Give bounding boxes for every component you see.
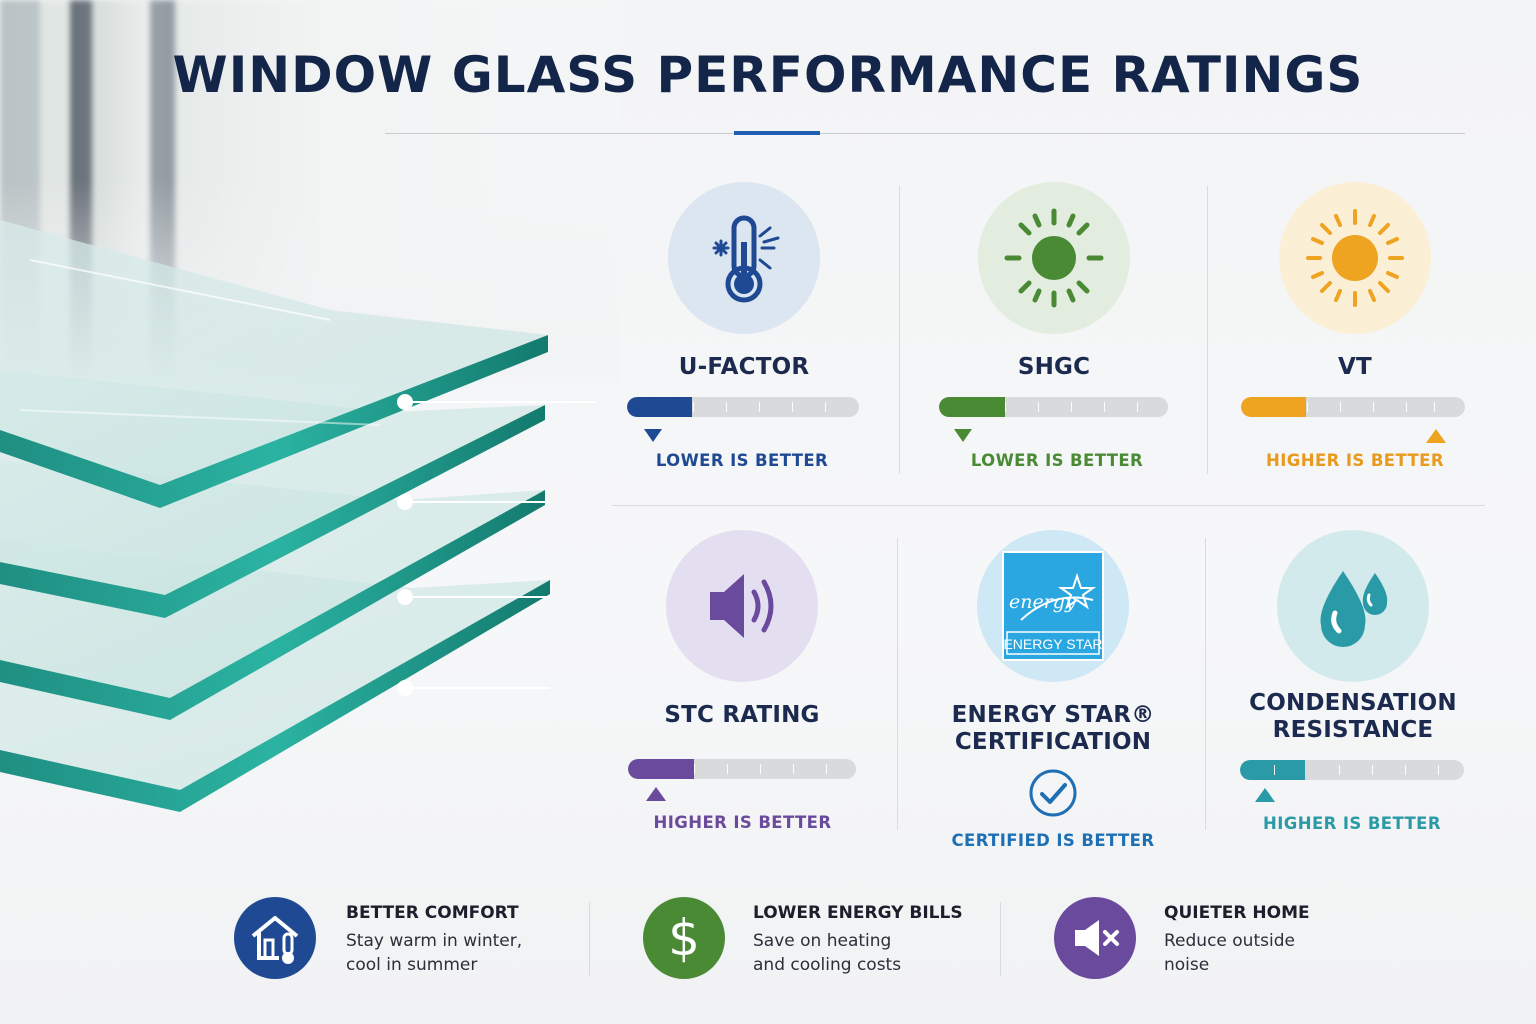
benefit-better-comfort: BETTER COMFORT Stay warm in winter, cool… <box>234 897 536 979</box>
arrow-down-icon <box>954 429 972 442</box>
speaker-icon <box>666 530 818 682</box>
rating-card-shgc: SHGC LOWER IS BETTER <box>904 182 1204 477</box>
benefit-title: BETTER COMFORT <box>346 903 519 923</box>
rating-meter-fill <box>1241 397 1306 417</box>
svg-text:ENERGY STAR: ENERGY STAR <box>1003 636 1102 652</box>
dollar-icon: $ <box>643 897 725 979</box>
rating-meter <box>628 759 856 779</box>
benefit-title: LOWER ENERGY BILLS <box>753 903 963 923</box>
rating-label: CONDENSATION RESISTANCE <box>1203 690 1503 744</box>
arrow-down-icon <box>644 429 662 442</box>
rating-label-line: CONDENSATION <box>1249 690 1457 716</box>
background-photo <box>0 0 620 1024</box>
benefit-description: Save on heating and cooling costs <box>753 931 902 975</box>
rating-card-stc: STC RATING HIGHER IS BETTER <box>592 530 892 839</box>
sun-icon <box>978 182 1130 334</box>
rating-card-condensation: CONDENSATION RESISTANCE HIGHER IS BETTER <box>1203 530 1503 840</box>
glass-panes-illustration <box>0 220 595 812</box>
grid-divider <box>899 186 900 474</box>
grid-divider <box>612 505 1485 506</box>
house-thermometer-icon <box>234 897 316 979</box>
thermometer-icon <box>668 182 820 334</box>
rating-hint: CERTIFIED IS BETTER <box>951 831 1155 850</box>
mute-speaker-icon <box>1054 897 1136 979</box>
benefit-description: Stay warm in winter, cool in summer <box>346 931 523 975</box>
rating-meter-fill <box>939 397 1006 417</box>
rating-meter-fill <box>627 397 692 417</box>
benefit-lower-energy-bills: $ LOWER ENERGY BILLS Save on heating and… <box>643 897 963 979</box>
energy-star-logo: energy ENERGY STAR <box>977 530 1129 682</box>
rating-label-line: CERTIFICATION <box>954 729 1152 755</box>
benefit-divider <box>1000 902 1001 976</box>
grid-divider <box>1205 538 1206 830</box>
arrow-up-icon <box>646 787 666 801</box>
water-drops-icon <box>1277 530 1429 682</box>
benefit-quieter-home: QUIETER HOME Reduce outside noise <box>1054 897 1310 979</box>
rating-meter <box>1240 760 1464 780</box>
title-accent-bar <box>734 131 820 135</box>
rating-label-line: RESISTANCE <box>1272 717 1434 743</box>
rating-meter-fill <box>628 759 695 779</box>
grid-divider <box>897 538 898 830</box>
benefit-description: Reduce outside noise <box>1164 931 1295 975</box>
rating-label: ENERGY STAR® CERTIFICATION <box>903 702 1203 756</box>
rating-hint: HIGHER IS BETTER <box>1266 451 1444 470</box>
rating-card-u-factor: U-FACTOR LOWER IS BETTER <box>594 182 894 477</box>
rating-hint: LOWER IS BETTER <box>655 451 829 470</box>
rating-meter <box>627 397 859 417</box>
rating-hint: LOWER IS BETTER <box>970 451 1144 470</box>
rating-label: U-FACTOR <box>678 354 810 380</box>
svg-text:energy: energy <box>1009 591 1076 613</box>
rating-label-line: ENERGY STAR® <box>951 702 1155 728</box>
grid-divider <box>1207 186 1208 474</box>
benefit-title: QUIETER HOME <box>1164 903 1310 923</box>
benefit-divider <box>589 902 590 976</box>
bright-sun-icon <box>1279 182 1431 334</box>
rating-meter-fill <box>1240 760 1305 780</box>
rating-card-vt: VT HIGHER IS BETTER <box>1205 182 1505 477</box>
rating-hint: HIGHER IS BETTER <box>653 813 832 832</box>
title-divider <box>385 133 1465 134</box>
rating-hint: HIGHER IS BETTER <box>1263 814 1441 833</box>
rating-meter <box>1241 397 1465 417</box>
rating-label: SHGC <box>1017 354 1091 380</box>
arrow-up-icon <box>1426 429 1446 443</box>
rating-label: STC RATING <box>664 702 820 728</box>
checkmark-circle-icon <box>903 768 1203 823</box>
rating-card-energy-star: energy ENERGY STAR ENERGY STAR® CERTIFIC… <box>903 530 1203 850</box>
arrow-up-icon <box>1255 788 1275 802</box>
page-title: WINDOW GLASS PERFORMANCE RATINGS <box>172 46 1364 104</box>
rating-label: VT <box>1338 354 1372 380</box>
rating-meter <box>939 397 1168 417</box>
